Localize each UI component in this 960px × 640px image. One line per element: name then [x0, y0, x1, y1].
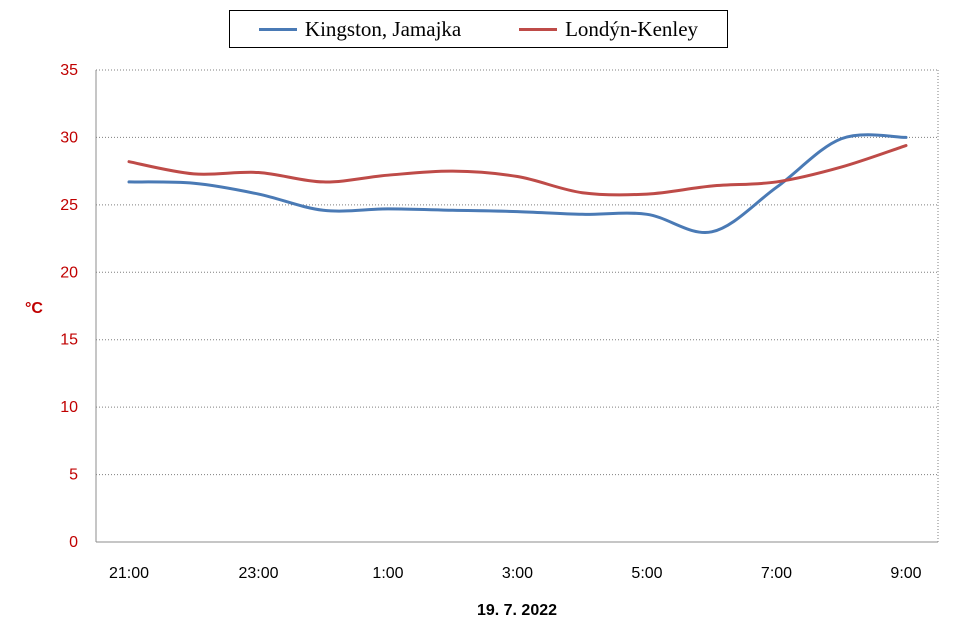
- x-tick-label: 7:00: [761, 565, 792, 582]
- y-tick-label: 10: [60, 399, 78, 416]
- x-tick-label: 1:00: [372, 565, 403, 582]
- series-lines: [127, 133, 908, 235]
- y-tick-label: 25: [60, 197, 78, 214]
- series-line-london: [127, 144, 908, 197]
- legend-item-kingston: Kingston, Jamajka: [258, 16, 462, 42]
- x-tick-label: 3:00: [502, 565, 533, 582]
- x-axis-title: 19. 7. 2022: [477, 602, 557, 619]
- legend-label: Londýn-Kenley: [565, 16, 699, 41]
- y-tick-label: 15: [60, 332, 78, 349]
- y-tick-label: 35: [60, 62, 78, 79]
- x-tick-label: 9:00: [890, 565, 921, 582]
- x-tick-labels: 21:00 23:00 1:00 3:00 5:00 7:00 9:00: [109, 565, 922, 582]
- x-tick-label: 23:00: [238, 565, 278, 582]
- axes: [95, 70, 938, 543]
- legend-label: Kingston, Jamajka: [304, 16, 462, 41]
- y-tick-label: 5: [69, 467, 78, 484]
- y-tick-label: 20: [60, 264, 78, 281]
- y-tick-label: 0: [69, 534, 78, 551]
- legend: Kingston, Jamajka Londýn-Kenley: [229, 10, 728, 48]
- y-tick-label: 30: [60, 129, 78, 146]
- legend-item-london: Londýn-Kenley: [519, 17, 698, 42]
- y-tick-labels: 0 5 10 15 20 25 30 35: [60, 62, 78, 551]
- legend-swatch: [519, 27, 558, 31]
- y-axis-title: °C: [25, 300, 43, 317]
- x-tick-label: 5:00: [631, 565, 662, 582]
- gridlines: [96, 69, 939, 542]
- legend-swatch: [258, 27, 297, 31]
- x-tick-label: 21:00: [109, 565, 149, 582]
- series-line-kingston: [127, 133, 908, 235]
